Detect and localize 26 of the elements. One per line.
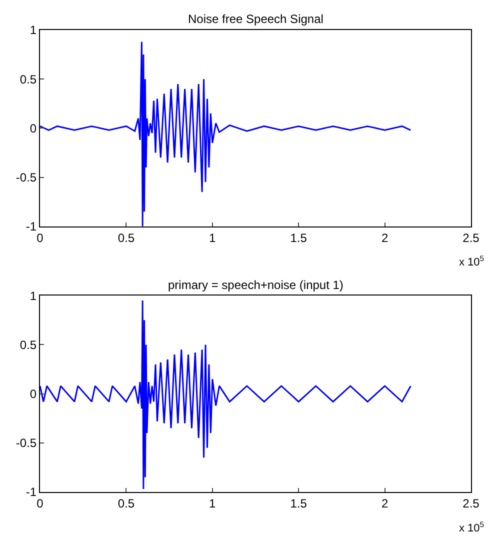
y-tick-label: -0.5: [16, 170, 37, 184]
y-tick-label: -1: [26, 485, 37, 500]
y-tick-label: 0: [30, 387, 37, 402]
y-tick-label: -1: [26, 220, 37, 234]
x-tick-label: 2: [381, 230, 388, 245]
y-tick-label: 0.5: [20, 72, 37, 86]
y-tick-label: 0.5: [20, 338, 37, 352]
x-tick-label: 2: [381, 496, 388, 510]
line-series: [40, 300, 412, 490]
x-tick-label: 1: [209, 496, 216, 510]
y-tick-label: 0: [30, 121, 37, 136]
line-series: [40, 41, 412, 226]
x-tick-label: 0.5: [118, 230, 135, 245]
chart-title: Noise free Speech Signal: [188, 12, 324, 26]
x-tick-label: 1.5: [290, 230, 308, 245]
x-tick-label: 2.5: [462, 230, 480, 245]
x-tick-label: 1: [209, 230, 216, 245]
y-tick-label: 1: [30, 23, 37, 38]
chart-title: primary = speech+noise (input 1): [168, 278, 344, 292]
text: x 10$^{5}$: [459, 520, 484, 535]
x-tick-label: 0.5: [118, 496, 135, 510]
x-tick-label: 2.5: [462, 496, 480, 510]
y-tick-label: -0.5: [16, 436, 37, 450]
text: x 10$^{5}$: [459, 254, 484, 269]
y-tick-label: 1: [30, 288, 37, 303]
x-tick-label: 1.5: [290, 496, 308, 510]
